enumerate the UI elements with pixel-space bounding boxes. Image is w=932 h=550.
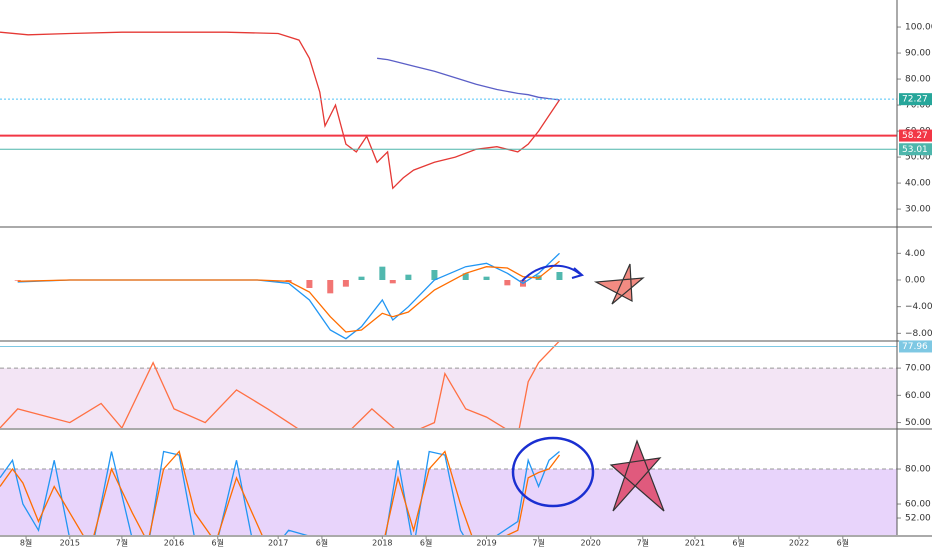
y-tick-label: 4.00 xyxy=(905,249,925,259)
histogram-bar xyxy=(462,273,469,280)
arrow-head xyxy=(571,267,585,279)
y-tick-label: 50.00 xyxy=(905,418,931,428)
y-tick-label: 52.00 xyxy=(905,514,931,524)
series-line xyxy=(17,260,560,333)
x-tick-label: 8월 xyxy=(20,538,32,548)
y-tick-label: 90.00 xyxy=(905,49,931,59)
price-label: 53.01 xyxy=(902,145,928,155)
x-tick-label: 2016 xyxy=(164,539,184,548)
histogram-bar xyxy=(504,280,511,286)
band xyxy=(0,469,897,535)
x-tick-label: 2019 xyxy=(476,539,496,548)
x-tick-label: 6월 xyxy=(316,538,328,548)
histogram-bar xyxy=(14,280,21,281)
star xyxy=(609,439,665,512)
x-tick-label: 7월 xyxy=(116,538,128,548)
y-tick-label: 80.00 xyxy=(905,75,931,85)
histogram-bar xyxy=(431,270,438,280)
x-tick-label: 7월 xyxy=(637,538,649,548)
y-tick-label: 60.00 xyxy=(905,500,931,510)
y-tick-label: 40.00 xyxy=(905,179,931,189)
series-line xyxy=(0,342,560,428)
histogram-bar xyxy=(327,280,334,294)
y-tick-label: 60.00 xyxy=(905,391,931,401)
price-label: 72.27 xyxy=(902,95,928,105)
price-label: 77.96 xyxy=(902,342,928,352)
x-tick-label: 6월 xyxy=(212,538,224,548)
x-tick-label: 2015 xyxy=(60,539,80,548)
pane xyxy=(0,342,897,428)
y-tick-label: −8.00 xyxy=(905,329,932,339)
price-label-bg xyxy=(899,143,932,156)
y-tick-label: 30.00 xyxy=(905,205,931,215)
x-tick-label: 2021 xyxy=(685,539,705,548)
x-tick-label: 6월 xyxy=(837,538,849,548)
series-line xyxy=(0,450,561,535)
x-tick-label: 2018 xyxy=(372,539,392,548)
histogram-bar xyxy=(342,280,349,287)
histogram-bar xyxy=(306,280,313,288)
x-tick-label: 6월 xyxy=(420,538,432,548)
price-label-bg xyxy=(899,340,932,353)
circle xyxy=(511,436,595,508)
x-tick-label: 2020 xyxy=(581,539,601,548)
series-line xyxy=(377,57,560,101)
histogram-bar xyxy=(389,280,396,284)
price-label-bg xyxy=(899,129,932,142)
x-tick-label: 2017 xyxy=(268,539,288,548)
histogram-bar xyxy=(556,272,563,280)
histogram-bar xyxy=(379,266,386,280)
histogram-bar xyxy=(405,274,412,280)
y-tick-label: −4.00 xyxy=(905,302,932,312)
price-label: 58.27 xyxy=(902,131,928,141)
y-tick-label: 0.00 xyxy=(905,276,925,286)
y-tick-label: 70.00 xyxy=(905,364,931,374)
x-tick-label: 6월 xyxy=(732,538,744,548)
arrow xyxy=(521,264,581,282)
x-tick-label: 2022 xyxy=(789,539,809,548)
y-tick-label: 70.00 xyxy=(905,101,931,111)
y-tick-label: 100.00 xyxy=(905,23,932,33)
star xyxy=(593,263,645,305)
y-tick-label: 80.00 xyxy=(905,465,931,475)
histogram-bar xyxy=(358,276,365,280)
pane xyxy=(14,252,563,340)
x-tick-label: 7월 xyxy=(532,538,544,548)
pane xyxy=(0,450,897,535)
y-tick-label: 50.00 xyxy=(905,153,931,163)
band xyxy=(0,368,897,428)
histogram-bar xyxy=(483,276,490,280)
price-label-bg xyxy=(899,93,932,106)
